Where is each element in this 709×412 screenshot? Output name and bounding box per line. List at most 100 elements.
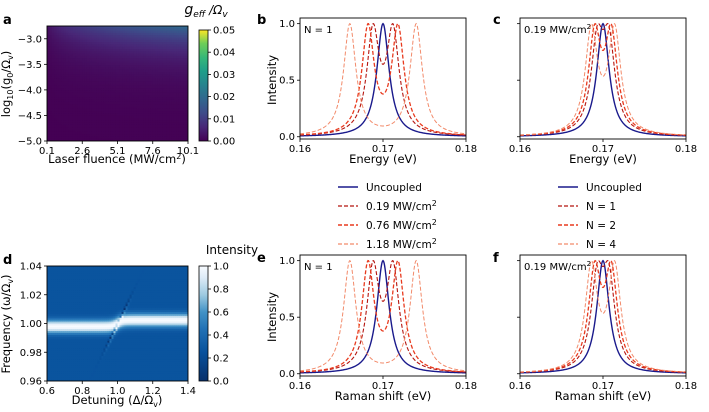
heat-cell-d [111,312,115,315]
heat-cell-d [95,298,98,302]
heat-cell-a [63,138,67,141]
heat-cell-d [167,308,171,311]
heat-cell-d [105,289,109,292]
heat-cell-d [175,277,179,281]
heat-cell-d [149,275,153,279]
heat-cell-a [138,118,142,121]
heat-cell-a [108,65,112,68]
heat-cell-d [59,308,62,311]
heat-cell-a [98,32,102,36]
heat-cell-a [162,99,166,103]
heat-cell-d [109,300,113,304]
heat-cell-a [183,131,187,135]
heat-cell-a [94,26,97,29]
heat-cell-a [169,118,173,121]
heat-cell-d [181,312,185,315]
heat-cell-a [159,37,163,41]
heat-cell-d [137,275,141,279]
heat-cell-d [83,283,86,286]
heat-cell-a [180,90,184,94]
heat-cell-a [126,129,130,133]
heat-cell-d [139,315,143,319]
heat-cell-d [79,269,82,273]
heat-cell-a [86,127,90,131]
heat-cell-d [175,267,179,271]
heat-cell-a [157,124,161,128]
heat-cell-d [171,283,175,286]
heat-cell-a [152,60,156,64]
heat-cell-d [53,279,56,282]
heat-cell-d [71,290,74,294]
heat-cell-d [121,285,125,288]
heat-cell-a [89,124,93,128]
heat-cell-d [67,271,70,275]
heat-cell-a [54,32,57,36]
ytick-label-b-2: 0.0 [279,132,295,143]
heat-cell-a [56,85,60,89]
heat-cell-a [47,81,50,85]
heat-cell-d [55,306,58,309]
heat-cell-a [119,60,123,64]
heat-cell-d [157,300,161,304]
heat-cell-a [131,111,135,114]
heat-cell-a [65,28,69,32]
heat-cell-d [129,273,133,277]
heat-cell-d [47,275,50,279]
heat-cell-d [99,267,102,271]
heat-cell-a [152,53,156,57]
heat-cell-a [56,136,60,140]
heat-cell-a [150,101,154,105]
heat-cell-a [119,97,123,101]
heat-cell-d [81,308,84,311]
heat-cell-d [57,267,60,271]
heat-cell-a [84,49,88,52]
heat-cell-a [47,120,50,124]
heat-cell-a [101,30,104,34]
heat-cell-d [141,308,145,311]
heat-cell-a [164,28,168,32]
heat-cell-a [117,129,121,133]
heat-cell-a [84,97,88,101]
heat-cell-d [77,306,80,309]
heat-cell-a [89,78,93,82]
heat-cell-a [117,62,121,66]
heat-cell-a [49,120,53,124]
heat-cell-d [129,310,133,313]
heat-cell-a [108,35,112,39]
heat-cell-a [77,65,81,68]
heat-cell-a [86,76,90,80]
heat-cell-d [63,304,66,307]
heat-cell-a [138,81,142,85]
heat-cell-a [115,129,119,133]
heat-cell-a [105,85,109,89]
heat-cell-a [61,60,65,64]
heat-cell-d [119,298,123,302]
heat-cell-a [162,97,166,101]
heat-cell-a [115,53,119,57]
heat-cell-a [89,92,93,96]
heat-cell-d [177,289,181,292]
heat-cell-a [155,69,159,73]
heat-cell-a [157,120,161,124]
heat-cell-d [89,313,92,317]
heat-cell-d [127,296,131,300]
heat-cell-d [83,266,86,269]
heat-cell-d [183,267,187,271]
heat-cell-d [177,304,181,307]
heat-cell-a [157,85,161,89]
heat-cell-a [54,83,57,87]
heat-cell-a [183,58,187,62]
heat-cell-a [124,85,128,89]
series-line-c-3 [520,22,686,136]
heat-cell-d [129,300,133,304]
heat-cell-d [117,315,121,319]
heat-cell-d [139,292,143,296]
heat-cell-d [109,310,113,313]
heat-cell-a [136,39,140,43]
heat-cell-a [105,46,109,50]
heat-cell-d [63,296,66,300]
heat-cell-d [179,296,183,300]
heat-cell-a [169,62,173,66]
heat-cell-a [63,129,67,133]
heat-cell-a [68,49,72,52]
